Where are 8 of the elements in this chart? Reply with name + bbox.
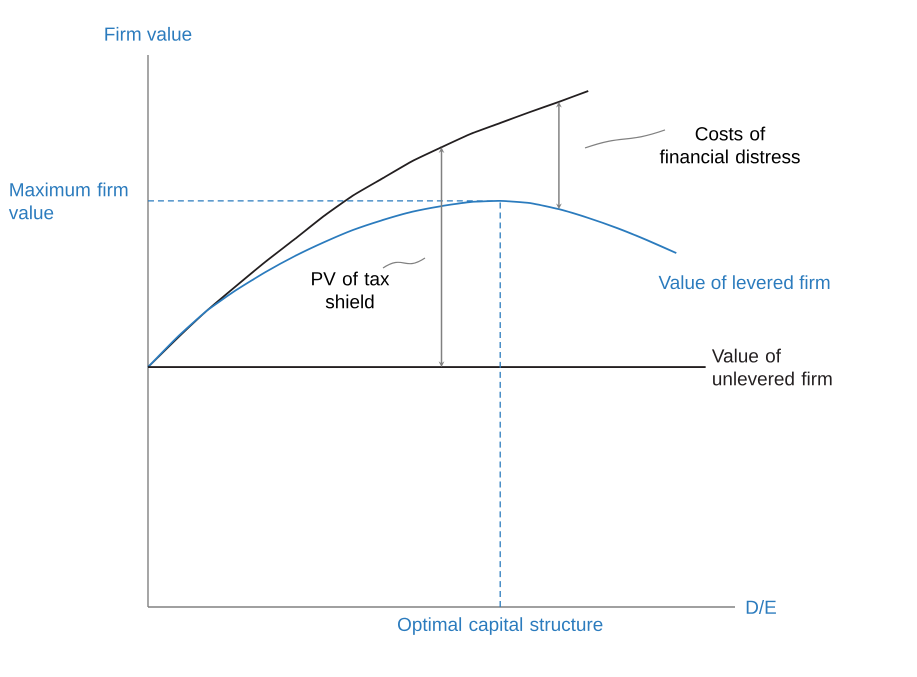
series-label: Value of levered firm xyxy=(658,275,830,290)
series-label: Value of unlevered firm xyxy=(712,348,832,386)
annotation: Costs of financial distress xyxy=(660,126,800,164)
ref-line-label: Maximum firm value xyxy=(8,182,128,220)
x-axis-title: D/E xyxy=(746,600,776,614)
annotation: PV of tax shield xyxy=(312,272,390,308)
y-axis-title: Firm value xyxy=(105,26,192,41)
text: Optimal capital structure xyxy=(398,617,602,635)
